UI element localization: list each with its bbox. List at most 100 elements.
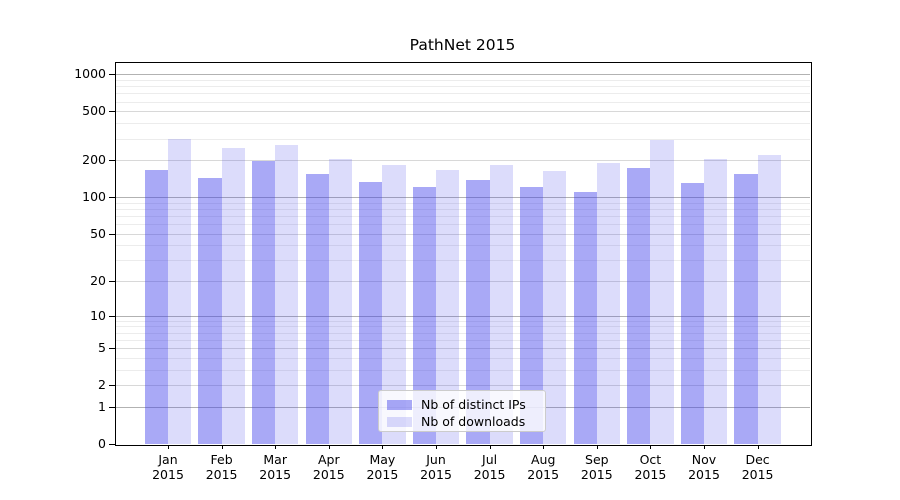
gridline bbox=[115, 385, 810, 387]
x-tick-label-month: Jul bbox=[482, 452, 498, 467]
gridline bbox=[115, 160, 810, 162]
gridline bbox=[115, 223, 810, 225]
x-tick-mark bbox=[650, 445, 652, 449]
x-tick-mark bbox=[168, 445, 169, 449]
x-tick-label-year: 2015 bbox=[634, 467, 667, 482]
y-tick-label: 200 bbox=[82, 152, 106, 168]
x-tick-label: Jul 2015 bbox=[458, 452, 522, 482]
gridline bbox=[115, 326, 810, 328]
bar-distinct-ips-nov bbox=[680, 182, 704, 444]
x-tick-label-year: 2015 bbox=[688, 467, 720, 482]
x-tick-label-year: 2015 bbox=[473, 467, 506, 482]
gridline bbox=[115, 101, 810, 103]
gridline bbox=[115, 79, 810, 81]
x-tick-label: Apr 2015 bbox=[297, 452, 361, 482]
x-tick-mark bbox=[543, 445, 545, 449]
x-tick-label-month: Dec bbox=[745, 452, 770, 467]
x-tick-label-month: Oct bbox=[639, 452, 662, 467]
y-tick-mark bbox=[109, 444, 115, 445]
y-tick-mark bbox=[109, 406, 115, 408]
x-tick-label-month: Jun bbox=[426, 452, 446, 467]
y-tick-mark bbox=[109, 385, 115, 387]
plot-area bbox=[115, 62, 810, 444]
x-tick-label-month: Apr bbox=[317, 452, 340, 467]
gridline bbox=[115, 281, 810, 282]
x-tick-label-month: Nov bbox=[691, 452, 717, 467]
gridline bbox=[115, 138, 810, 140]
gridline bbox=[115, 86, 810, 88]
x-tick-mark bbox=[489, 445, 491, 449]
x-tick-label: Mar 2015 bbox=[243, 452, 307, 482]
bar-distinct-ips-apr bbox=[305, 174, 329, 444]
legend-swatch-distinct-ips-icon bbox=[387, 399, 412, 410]
bar-downloads-nov bbox=[704, 159, 728, 444]
bar-distinct-ips-sep bbox=[573, 191, 597, 444]
x-tick-label-month: Feb bbox=[210, 452, 233, 467]
x-tick-label: Dec 2015 bbox=[726, 452, 790, 482]
x-tick-mark bbox=[275, 445, 277, 449]
bar-downloads-aug bbox=[543, 170, 567, 444]
y-tick-label: 20 bbox=[90, 273, 106, 288]
x-tick-mark bbox=[221, 445, 223, 449]
x-tick-label-year: 2015 bbox=[741, 467, 774, 482]
legend-label-downloads: Nb of downloads bbox=[421, 414, 526, 429]
y-tick-mark bbox=[109, 74, 115, 76]
gridline bbox=[115, 339, 810, 341]
y-tick-label: 1000 bbox=[74, 66, 106, 82]
legend-item-downloads: Nb of downloads bbox=[387, 414, 537, 429]
gridline bbox=[115, 111, 810, 113]
bar-downloads-mar bbox=[275, 145, 299, 444]
x-tick-label: Jan 2015 bbox=[136, 452, 200, 482]
x-tick-label-year: 2015 bbox=[420, 467, 452, 482]
bar-downloads-may bbox=[382, 164, 406, 444]
gridline bbox=[115, 123, 810, 125]
gridline bbox=[115, 202, 810, 204]
x-tick-label-month: May bbox=[369, 452, 396, 467]
x-tick-label: Aug 2015 bbox=[511, 452, 575, 482]
bar-downloads-jan bbox=[168, 139, 192, 444]
x-tick-label: May 2015 bbox=[350, 452, 414, 482]
legend-label-distinct-ips: Nb of distinct IPs bbox=[421, 397, 526, 412]
gridline bbox=[115, 332, 810, 334]
x-tick-label: Jun 2015 bbox=[404, 452, 468, 482]
gridline bbox=[115, 93, 810, 95]
x-tick-mark bbox=[382, 445, 384, 449]
bar-distinct-ips-jul bbox=[466, 180, 490, 444]
gridline bbox=[115, 369, 810, 371]
gridline bbox=[115, 260, 810, 262]
gridline bbox=[115, 320, 810, 322]
x-tick-label-month: Sep bbox=[585, 452, 609, 467]
x-tick-label-year: 2015 bbox=[205, 467, 238, 482]
y-tick-mark bbox=[109, 160, 115, 162]
x-tick-mark bbox=[328, 445, 330, 449]
bar-distinct-ips-dec bbox=[734, 173, 758, 444]
bar-distinct-ips-aug bbox=[519, 186, 544, 444]
gridline bbox=[115, 74, 810, 76]
legend-swatch-downloads-icon bbox=[387, 416, 412, 427]
bar-downloads-apr bbox=[328, 159, 353, 444]
x-tick-label-year: 2015 bbox=[527, 467, 560, 482]
gridline bbox=[115, 215, 810, 217]
bar-downloads-sep bbox=[596, 163, 621, 444]
bar-downloads-feb bbox=[221, 148, 245, 444]
y-tick-label: 5 bbox=[98, 340, 106, 356]
bar-distinct-ips-mar bbox=[251, 160, 276, 444]
x-tick-label-year: 2015 bbox=[580, 467, 613, 482]
bar-downloads-dec bbox=[757, 155, 781, 444]
gridline bbox=[115, 196, 810, 198]
y-tick-mark bbox=[109, 348, 115, 350]
gridline bbox=[115, 208, 810, 210]
x-tick-mark bbox=[596, 445, 598, 449]
y-tick-label: 2 bbox=[98, 377, 106, 393]
y-tick-mark bbox=[109, 281, 115, 282]
x-tick-mark bbox=[757, 445, 759, 449]
bar-distinct-ips-feb bbox=[198, 178, 222, 444]
bar-distinct-ips-may bbox=[359, 181, 383, 444]
legend-item-distinct-ips: Nb of distinct IPs bbox=[387, 397, 537, 412]
chart-title: PathNet 2015 bbox=[409, 36, 516, 54]
y-tick-label: 0 bbox=[98, 436, 106, 451]
x-tick-label: Sep 2015 bbox=[565, 452, 629, 482]
bar-distinct-ips-jan bbox=[144, 170, 168, 444]
x-tick-label-month: Mar bbox=[263, 452, 287, 467]
